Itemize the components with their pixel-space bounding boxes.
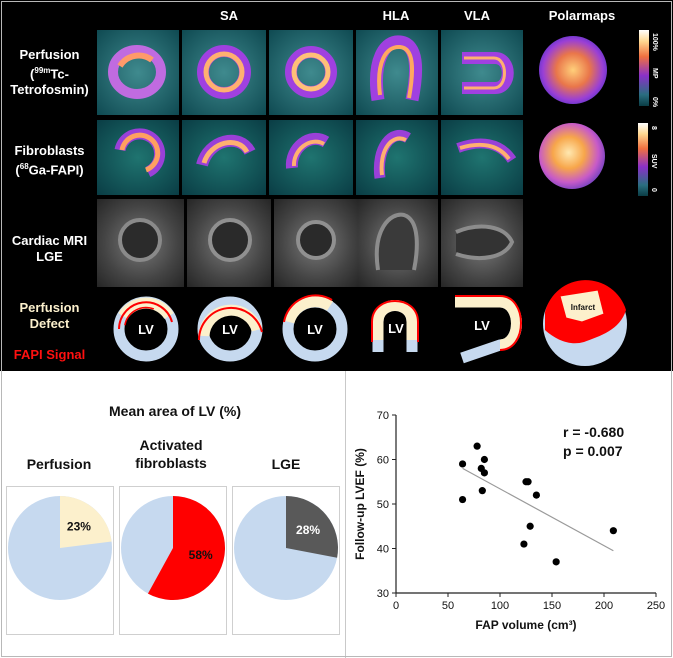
regression-line [462, 467, 614, 552]
fibroblasts-label-sup: 68 [19, 162, 29, 171]
row-label-mri: Cardiac MRI LGE [2, 233, 97, 265]
mri-label-line2: LGE [36, 249, 63, 264]
fibroblasts-label-line1: Fibroblasts [14, 143, 85, 158]
x-tick-label: 100 [491, 600, 509, 612]
lv-label-5: LV [474, 318, 490, 333]
colorbar2-top: 8 [650, 126, 657, 130]
colorbar-fapi [638, 123, 648, 196]
y-tick-label: 70 [377, 410, 389, 422]
perfusion-label-line3: Tetrofosmin) [10, 82, 89, 98]
scatter-point [458, 495, 467, 504]
scatter-point [524, 478, 532, 486]
pie-fibroblasts: 58% [121, 496, 225, 600]
row-label-fapi-signal: FAPI Signal [13, 347, 86, 362]
scatter-point [552, 558, 560, 566]
perfusion-label-isotope: Tc- [50, 66, 69, 82]
defect-label-line2: Defect [29, 316, 70, 331]
fibroblasts-label-tracer: Ga-FAPI) [28, 162, 84, 178]
col-header-sa: SA [220, 8, 239, 23]
correlation-r: r = -0.680 [563, 424, 624, 440]
mri-images [97, 199, 523, 287]
scatter-axes [395, 415, 656, 594]
fibroblasts-label-paren: ( [15, 162, 20, 178]
pies-heading: Mean area of LV (%) [109, 403, 241, 419]
perfusion-label-line1: Perfusion [19, 47, 80, 62]
scatter-point [480, 469, 488, 477]
perfusion-label-paren: ( [30, 66, 35, 82]
pie1-label-line1: Perfusion [26, 456, 92, 472]
pie-card-fibroblasts: 58% [119, 486, 227, 635]
scatter-point [526, 522, 534, 530]
y-tick-label: 30 [377, 588, 389, 600]
x-tick-label: 150 [543, 600, 561, 612]
y-tick-label: 50 [377, 499, 389, 511]
lv-label-4: LV [388, 321, 404, 336]
panel-divider [345, 371, 346, 658]
colorbar2-unit: SUV [650, 154, 657, 169]
pie3-slice [286, 496, 338, 558]
colorbar2-bottom: 0 [650, 188, 657, 192]
scatter-ticks: 0 50 100 150 200 250 30 40 50 60 70 [377, 410, 665, 612]
scatter-point [473, 442, 481, 450]
row-label-defect: Perfusion Defect [2, 300, 97, 332]
scatter-point [478, 487, 486, 495]
scatter-chart: 0 50 100 150 200 250 30 40 50 60 70 Follow-up LVEF… [353, 410, 665, 632]
lv-label-1: LV [138, 322, 154, 337]
pie2-slice [147, 496, 225, 600]
scatter-point [532, 491, 540, 499]
perfusion-label-sup: 99m [34, 66, 51, 75]
scatter-points [458, 442, 617, 566]
scatter-point [609, 527, 617, 535]
polarmap-perfusion [539, 36, 607, 104]
x-axis-label: FAP volume (cm³) [475, 618, 576, 632]
y-axis-label: Follow-up LVEF (%) [353, 448, 367, 560]
pie2-label-line1: Activated [139, 437, 203, 453]
pie3-value: 28% [296, 523, 320, 537]
pie2-value: 58% [189, 548, 213, 562]
pie2-label: Activated fibroblasts [112, 436, 230, 472]
pie-card-lge: 28% [232, 486, 340, 635]
x-tick-label: 250 [647, 600, 665, 612]
row-label-fibroblasts: Fibroblasts (68Ga-FAPI) [2, 143, 97, 178]
defect-label-line1: Perfusion [19, 300, 80, 315]
col-header-hla: HLA [383, 8, 410, 23]
pie3-label: LGE [232, 456, 340, 472]
perfusion-images [97, 30, 523, 115]
lv-label-3: LV [307, 322, 323, 337]
pie1-value: 23% [67, 520, 91, 534]
pie3-label-line1: LGE [271, 456, 301, 472]
pie-perfusion: 23% [8, 496, 112, 600]
colorbar1-unit: MP [651, 68, 658, 79]
schematic-row: LV LV LV LV LV Infarct [113, 280, 627, 366]
col-header-polarmaps: Polarmaps [549, 8, 615, 23]
colorbar1-top: 100% [651, 33, 658, 52]
y-tick-label: 60 [377, 455, 389, 467]
colorbar1-bottom: 0% [651, 97, 658, 108]
scatter-point [480, 455, 488, 464]
x-tick-label: 200 [595, 600, 613, 612]
fapi-images [97, 120, 523, 195]
pie-card-perfusion: 23% [6, 486, 114, 635]
x-tick-label: 50 [442, 600, 454, 612]
scatter-point [458, 460, 467, 468]
pie-lge: 28% [234, 496, 338, 600]
pie2-label-line2: fibroblasts [135, 455, 207, 471]
scatter-point [520, 540, 528, 548]
lv-label-2: LV [222, 322, 238, 337]
x-tick-label: 0 [393, 600, 399, 612]
colorbar-perfusion [639, 30, 649, 106]
col-header-vla: VLA [464, 8, 491, 23]
imaging-figure: SA HLA VLA Polarmaps 100% MP 0% [97, 8, 658, 366]
correlation-p: p = 0.007 [563, 443, 623, 459]
infarct-label: Infarct [571, 303, 596, 312]
pie1-slice [60, 496, 112, 548]
mri-label-line1: Cardiac MRI [11, 233, 88, 248]
pie1-label: Perfusion [5, 456, 113, 472]
y-tick-label: 40 [377, 544, 389, 556]
row-label-perfusion: Perfusion (99mTc- Tetrofosmin) [2, 47, 97, 98]
imaging-panel: SA HLA VLA Polarmaps 100% MP 0% [0, 0, 673, 371]
polarmap-fapi [539, 123, 605, 189]
